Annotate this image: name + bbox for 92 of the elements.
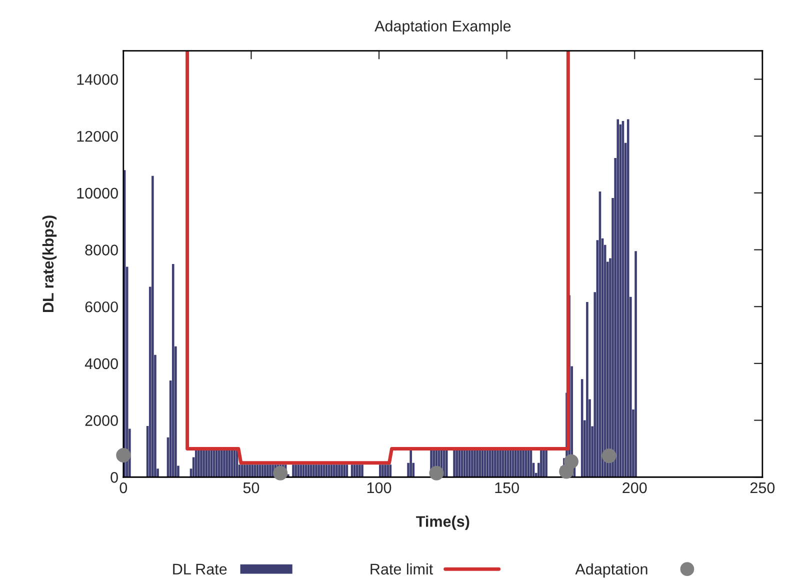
bar [468,450,471,478]
bar [202,450,205,478]
bar [491,450,494,478]
bar [499,450,502,478]
y-tick-label: 8000 [85,244,118,256]
y-tick-label: 0 [110,472,118,483]
bar [458,450,461,478]
y-tick-label: 10000 [77,188,118,199]
x-tick-label: 0 [120,482,128,494]
y-tick-label: 6000 [85,301,118,312]
y-tick-label: 4000 [84,358,118,370]
bar [152,176,154,478]
bar [294,464,297,478]
bar [246,464,248,478]
point [116,448,131,463]
point [602,448,616,464]
y-tick-label: 2000 [85,415,118,426]
legend-label: Adaptation [575,563,648,578]
bar [218,450,220,478]
bar [356,464,358,478]
y-tick-label: 12000 [77,130,118,142]
bar [524,450,528,478]
bar [333,464,336,478]
x-tick-label: 250 [750,482,775,494]
bar [315,464,318,478]
bar [240,464,244,478]
bar [226,450,228,478]
bar [312,464,315,478]
y-axis-title: DL rate(kbps) [42,216,57,312]
bar [616,119,620,478]
bar [264,464,266,478]
bar [198,450,200,478]
bar [456,450,458,478]
bar [269,464,272,478]
bar [318,464,320,478]
bar [389,464,392,478]
legend-label: Rate limit [370,563,433,575]
bar [343,464,346,478]
y-tick-label: 14000 [77,74,118,85]
chart-title: Adaptation Example [374,20,511,35]
bar [542,450,545,478]
bar [379,464,382,478]
bar [522,450,524,478]
bar [340,464,343,478]
bar [382,464,384,478]
bar [540,450,542,478]
bar [478,450,481,478]
bar [471,450,474,478]
bar [634,251,637,478]
bar [545,450,548,478]
bar [502,450,504,478]
bar [320,464,323,478]
legend-label: DL Rate [173,564,227,575]
bar [292,464,294,478]
bar [205,450,208,478]
bar [386,464,389,478]
bar [338,464,340,478]
bar [251,464,254,478]
point [564,454,579,469]
bar [200,450,202,478]
bar [496,450,499,478]
bar [244,464,246,478]
bar [517,450,520,478]
bar [520,450,522,478]
bar [266,464,269,478]
bar [410,450,412,478]
bar [361,464,364,478]
x-tick-label: 100 [367,482,392,494]
bar [336,464,338,478]
x-tick-label: 200 [622,482,647,494]
bar [384,464,386,478]
bar [172,264,174,478]
point [273,466,288,480]
bar [223,450,226,478]
x-axis-title: Time(s) [416,516,470,530]
x-tick-label: 150 [495,482,519,494]
bar [194,450,198,478]
bar [297,464,300,478]
bar [248,464,251,478]
bar [453,450,456,478]
bar [494,450,496,478]
bar [445,450,448,478]
x-tick-label: 50 [243,482,260,494]
bar [514,450,517,478]
bar [586,302,588,478]
bar [358,464,361,478]
bar [476,450,478,478]
bar [474,450,476,478]
point [429,466,444,480]
bar [310,464,312,478]
bar [220,450,223,478]
bar [228,450,230,478]
